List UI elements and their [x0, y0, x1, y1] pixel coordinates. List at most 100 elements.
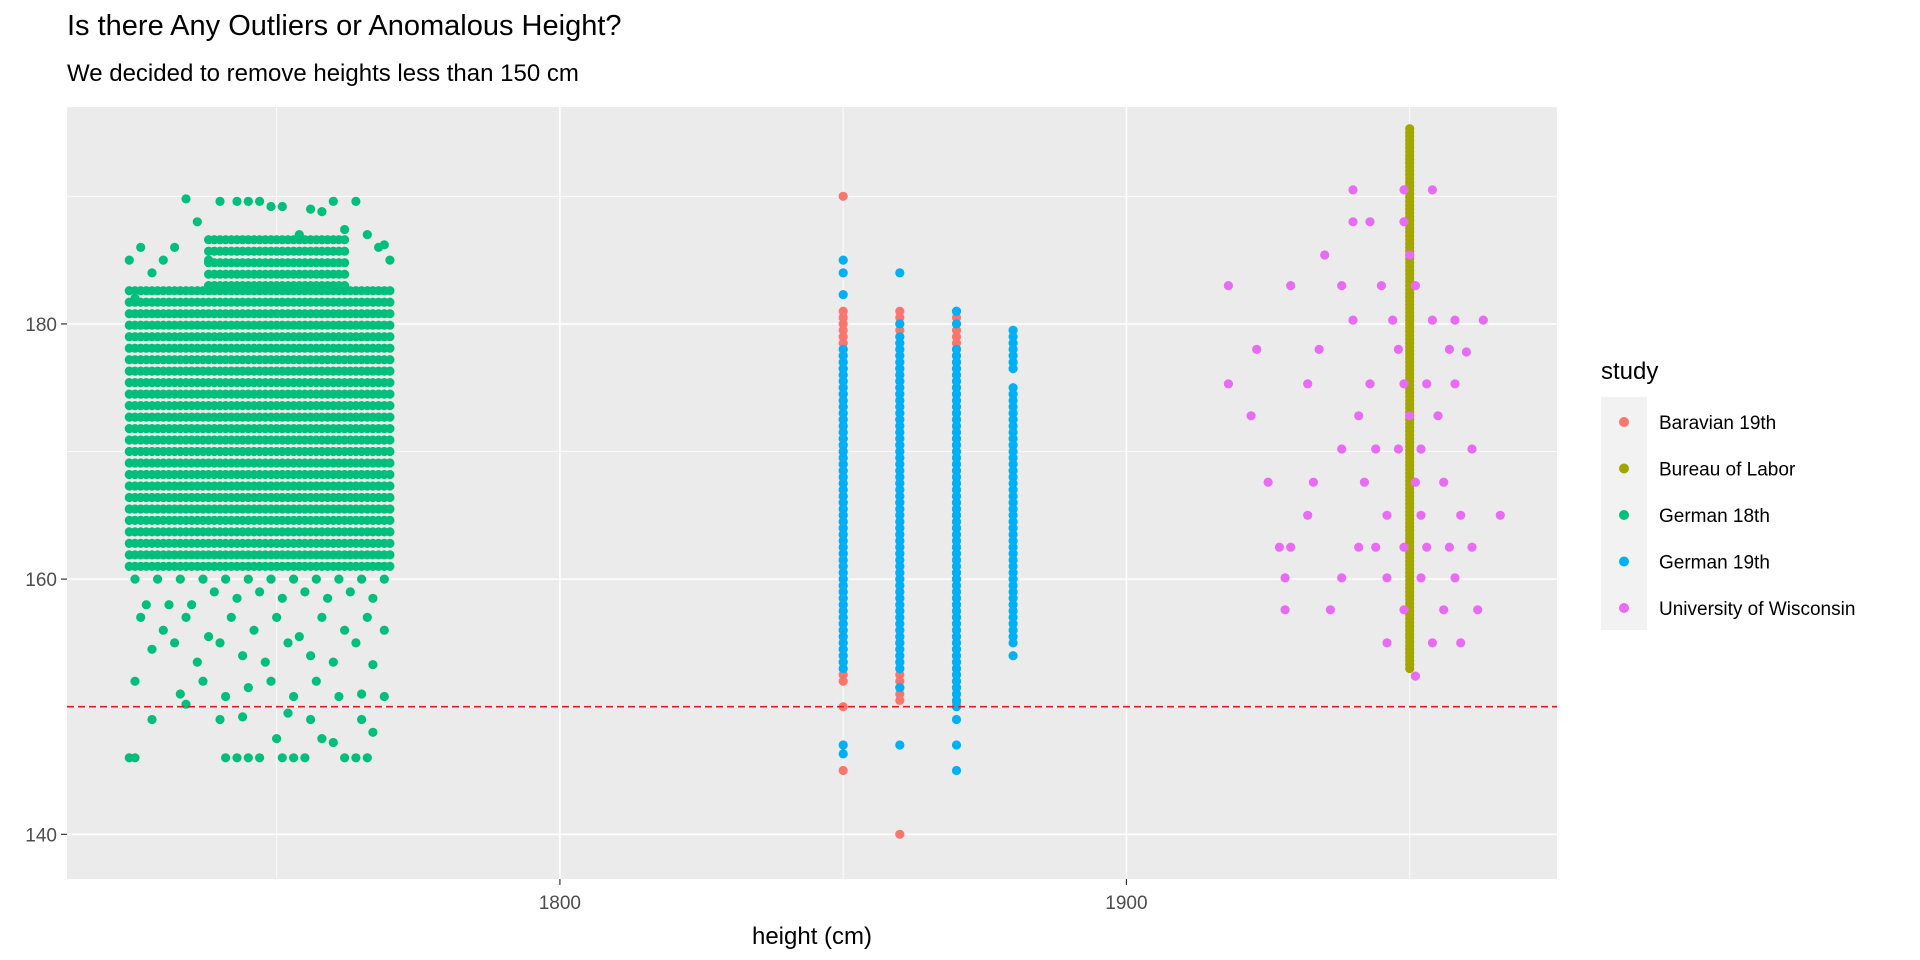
- data-point: [1008, 344, 1018, 354]
- data-point: [1223, 379, 1233, 389]
- data-point: [215, 196, 225, 206]
- data-point: [1308, 477, 1318, 487]
- data-point: [895, 651, 905, 661]
- data-point: [340, 625, 350, 635]
- data-point: [385, 550, 395, 560]
- data-point: [951, 568, 962, 578]
- data-point: [1427, 315, 1437, 325]
- data-point: [1008, 395, 1018, 406]
- data-point: [238, 712, 248, 722]
- data-point: [895, 408, 905, 418]
- data-point: [895, 466, 905, 476]
- data-point: [951, 593, 962, 603]
- data-point: [1303, 510, 1313, 520]
- data-point: [1008, 619, 1018, 629]
- data-point: [232, 753, 242, 763]
- data-point: [1008, 651, 1018, 661]
- data-point: [895, 587, 905, 597]
- data-point: [192, 657, 202, 667]
- data-point: [385, 492, 395, 503]
- data-point: [1008, 587, 1018, 597]
- data-point: [838, 542, 848, 552]
- data-point: [1388, 315, 1398, 325]
- data-point: [340, 753, 350, 763]
- data-point: [1433, 411, 1443, 421]
- data-point: [1263, 477, 1273, 487]
- legend-key: [1619, 556, 1629, 567]
- data-point: [368, 727, 378, 737]
- data-point: [895, 510, 905, 520]
- data-point: [1008, 574, 1018, 584]
- data-point: [385, 355, 395, 365]
- data-point: [1008, 568, 1018, 578]
- data-point: [289, 753, 299, 763]
- legend-key: [1619, 417, 1629, 427]
- data-point: [283, 638, 293, 648]
- data-point: [895, 446, 905, 457]
- data-point: [141, 600, 151, 610]
- data-point: [895, 670, 905, 680]
- data-point: [385, 504, 395, 514]
- data-point: [895, 689, 905, 699]
- data-point: [317, 734, 327, 744]
- data-point: [1008, 478, 1018, 488]
- data-point: [838, 580, 848, 591]
- data-point: [951, 670, 962, 680]
- data-point: [130, 753, 140, 763]
- data-point: [1008, 612, 1018, 623]
- data-point: [1008, 421, 1018, 431]
- data-point: [951, 466, 962, 476]
- data-point: [198, 574, 208, 584]
- data-point: [340, 246, 350, 256]
- legend-label: University of Wisconsin: [1659, 599, 1855, 620]
- data-point: [895, 427, 905, 437]
- data-point: [379, 691, 389, 702]
- data-point: [838, 459, 848, 469]
- data-point: [1008, 389, 1018, 399]
- data-point: [951, 338, 962, 348]
- data-point: [895, 344, 905, 354]
- data-point: [951, 446, 962, 457]
- data-point: [385, 343, 395, 353]
- data-point: [951, 695, 962, 706]
- data-point: [951, 638, 962, 648]
- data-point: [232, 593, 242, 603]
- data-point: [1337, 444, 1347, 454]
- data-point: [838, 536, 848, 546]
- y-tick-label: 160: [25, 570, 57, 591]
- data-point: [1008, 427, 1018, 437]
- data-point: [951, 632, 962, 642]
- data-point: [951, 510, 962, 520]
- data-points: [124, 124, 1505, 839]
- data-point: [895, 504, 905, 514]
- legend-label: German 18th: [1659, 506, 1770, 527]
- data-point: [951, 574, 962, 584]
- data-point: [147, 268, 157, 278]
- data-point: [385, 332, 395, 342]
- plot-panel: [67, 107, 1557, 879]
- data-point: [351, 753, 361, 763]
- data-point: [838, 440, 848, 450]
- data-point: [838, 395, 848, 406]
- data-point: [838, 670, 848, 680]
- data-point: [951, 395, 962, 406]
- data-point: [895, 683, 905, 693]
- data-point: [1382, 510, 1392, 520]
- data-point: [895, 338, 905, 348]
- data-point: [1393, 344, 1403, 354]
- data-point: [1008, 555, 1018, 565]
- data-point: [1008, 606, 1018, 616]
- data-point: [951, 434, 962, 444]
- data-point: [1359, 477, 1369, 487]
- data-point: [300, 753, 310, 763]
- data-point: [1450, 315, 1460, 325]
- data-point: [1008, 466, 1018, 476]
- data-point: [838, 517, 848, 527]
- data-point: [317, 612, 327, 623]
- data-point: [1416, 573, 1426, 583]
- data-point: [1008, 459, 1018, 469]
- data-point: [277, 201, 287, 212]
- data-point: [951, 561, 962, 572]
- data-point: [1008, 529, 1018, 540]
- data-point: [838, 625, 848, 635]
